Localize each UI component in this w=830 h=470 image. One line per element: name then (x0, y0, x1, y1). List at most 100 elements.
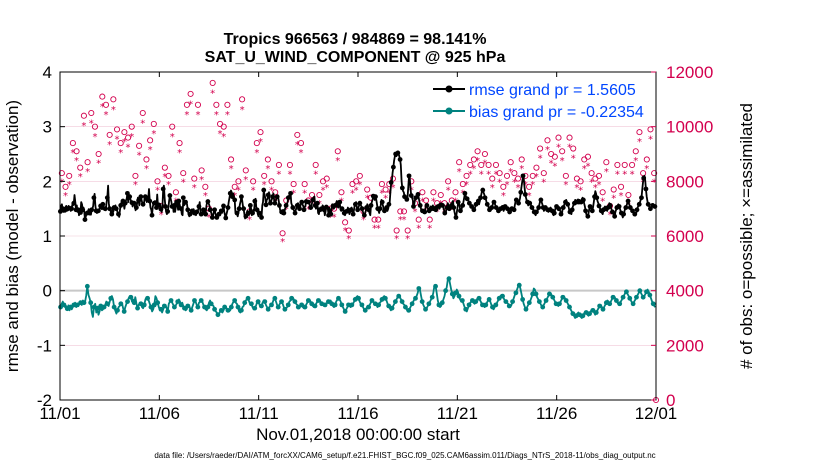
rmse-marker (471, 207, 477, 213)
bias-marker (630, 301, 636, 307)
rmse-marker (569, 207, 575, 213)
obs-possible-marker (474, 148, 481, 155)
bias-marker (305, 298, 311, 303)
obs-possible-marker (463, 172, 470, 179)
rmse-marker (136, 198, 141, 203)
obs-assimilated-marker: * (199, 175, 204, 186)
obs-possible-marker (154, 178, 161, 185)
bias-marker (426, 301, 432, 307)
obs-assimilated-marker: * (59, 178, 64, 189)
obs-assimilated-marker: * (446, 186, 451, 197)
obs-assimilated-marker: * (207, 213, 212, 224)
legend-rmse-label: rmse grand pr = 1.5605 (469, 82, 636, 99)
obs-possible-marker (301, 181, 308, 188)
rmse-marker (198, 211, 204, 217)
obs-possible-marker (136, 142, 143, 149)
bias-marker (513, 290, 519, 296)
obs-assimilated-marker: * (611, 194, 616, 205)
obs-possible-marker (169, 123, 176, 130)
rmse-marker (259, 215, 264, 220)
obs-possible-marker (459, 181, 466, 188)
obs-assimilated-marker: * (96, 159, 101, 170)
bias-marker (607, 301, 613, 307)
rmse-marker (223, 215, 229, 221)
bias-marker (644, 289, 649, 295)
rmse-marker (270, 194, 276, 200)
rmse-marker (482, 195, 488, 201)
obs-assimilated-marker: * (276, 169, 281, 180)
bias-marker (131, 300, 137, 306)
obs-assimilated-marker: * (229, 164, 234, 175)
rmse-marker (281, 210, 287, 216)
obs-possible-marker (235, 178, 242, 185)
bias-marker (580, 313, 586, 319)
obs-assimilated-marker: * (287, 169, 292, 180)
bias-marker (520, 297, 526, 302)
bias-marker (279, 299, 284, 304)
rmse-marker (368, 202, 374, 208)
rmse-marker (388, 180, 394, 185)
bias-marker (265, 306, 271, 312)
obs-assimilated-marker: * (251, 186, 256, 197)
obs-assimilated-marker: * (155, 186, 160, 197)
bias-marker (587, 311, 592, 317)
obs-possible-marker (610, 186, 617, 193)
bias-marker (155, 300, 161, 306)
bias-marker (413, 295, 418, 301)
bias-marker (553, 301, 559, 307)
y-tick-label: 2 (43, 172, 52, 191)
obs-assimilated-marker: * (335, 156, 340, 167)
obs-assimilated-marker: * (192, 183, 197, 194)
obs-possible-marker (378, 181, 385, 188)
obs-assimilated-marker: * (593, 183, 598, 194)
y2-axis-label: # of obs: o=possible; ×=assimilated (737, 103, 756, 369)
bias-marker (620, 294, 626, 300)
obs-possible-marker (150, 120, 157, 127)
bias-marker (192, 298, 197, 303)
obs-possible-marker (268, 178, 275, 185)
obs-assimilated-marker: * (578, 186, 583, 197)
obs-assimilated-marker: * (350, 188, 355, 199)
bias-marker (218, 307, 224, 313)
obs-possible-marker (400, 208, 408, 215)
rmse-marker (209, 215, 215, 220)
obs-assimilated-marker: * (126, 143, 131, 154)
rmse-marker (163, 204, 168, 209)
obs-possible-marker (423, 197, 430, 204)
obs-possible-marker (264, 156, 271, 163)
obs-possible-marker (194, 101, 202, 108)
obs-assimilated-marker: * (604, 167, 609, 178)
rmse-marker (366, 207, 372, 213)
obs-assimilated-marker: * (317, 199, 322, 210)
bias-marker (269, 302, 274, 308)
bias-marker (165, 309, 171, 314)
obs-assimilated-marker: * (100, 102, 105, 113)
x-tick-label: 11/21 (437, 404, 478, 423)
obs-possible-marker (584, 153, 591, 160)
obs-possible-marker (80, 112, 87, 119)
obs-assimilated-marker: * (302, 188, 307, 199)
legend: rmse grand pr = 1.5605 bias grand pr = -… (428, 78, 654, 122)
rmse-marker (149, 212, 155, 218)
bias-marker (339, 302, 345, 308)
rmse-marker (109, 211, 115, 217)
obs-assimilated-marker: * (471, 164, 476, 175)
rmse-marker (556, 206, 562, 212)
y-tick-label: 0 (43, 282, 52, 301)
obs-possible-marker (470, 156, 477, 163)
rmse-marker (100, 201, 106, 207)
rmse-marker (95, 208, 101, 214)
obs-assimilated-marker: * (148, 145, 153, 156)
obs-possible-marker (69, 140, 76, 147)
obs-assimilated-marker: * (210, 89, 215, 100)
bias-marker (232, 298, 238, 303)
bias-marker (252, 305, 258, 311)
obs-assimilated-marker: * (608, 210, 613, 221)
obs-assimilated-marker: * (144, 164, 149, 175)
obs-possible-marker (353, 178, 360, 185)
obs-possible-marker (176, 140, 183, 147)
rmse-marker (261, 187, 267, 193)
bias-marker (259, 303, 264, 309)
rmse-marker (621, 211, 626, 217)
